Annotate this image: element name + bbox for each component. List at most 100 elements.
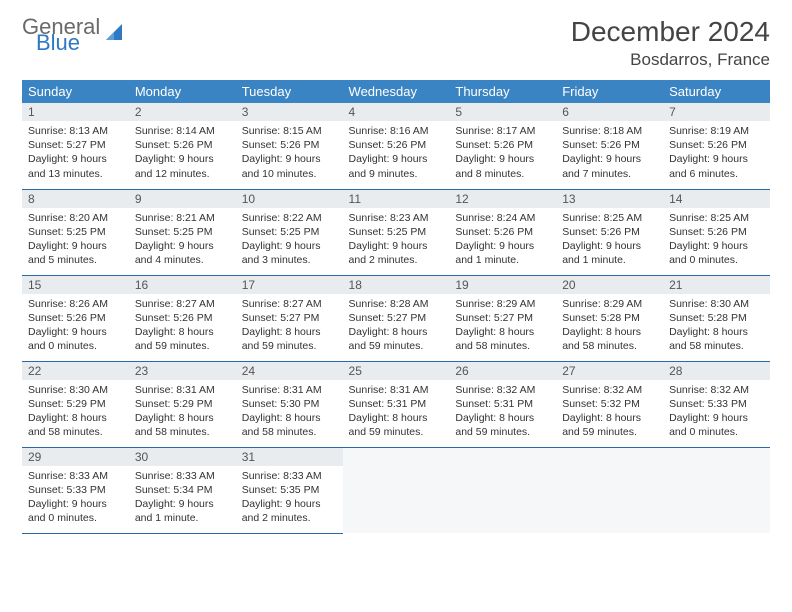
calendar-cell: 4Sunrise: 8:16 AMSunset: 5:26 PMDaylight… [343,103,450,189]
calendar-cell: 17Sunrise: 8:27 AMSunset: 5:27 PMDayligh… [236,275,343,361]
day-details: Sunrise: 8:16 AMSunset: 5:26 PMDaylight:… [343,121,450,187]
calendar-cell: 18Sunrise: 8:28 AMSunset: 5:27 PMDayligh… [343,275,450,361]
day-number: 1 [22,103,129,121]
calendar-cell: 13Sunrise: 8:25 AMSunset: 5:26 PMDayligh… [556,189,663,275]
day-number: 30 [129,448,236,466]
day-number: 5 [449,103,556,121]
day-details: Sunrise: 8:29 AMSunset: 5:28 PMDaylight:… [556,294,663,360]
calendar-cell: 12Sunrise: 8:24 AMSunset: 5:26 PMDayligh… [449,189,556,275]
day-details: Sunrise: 8:26 AMSunset: 5:26 PMDaylight:… [22,294,129,360]
day-details: Sunrise: 8:32 AMSunset: 5:33 PMDaylight:… [663,380,770,446]
calendar-cell: 26Sunrise: 8:32 AMSunset: 5:31 PMDayligh… [449,361,556,447]
title-block: December 2024 Bosdarros, France [571,16,770,70]
calendar-cell: 21Sunrise: 8:30 AMSunset: 5:28 PMDayligh… [663,275,770,361]
day-details: Sunrise: 8:20 AMSunset: 5:25 PMDaylight:… [22,208,129,274]
day-number: 9 [129,190,236,208]
calendar-cell: 20Sunrise: 8:29 AMSunset: 5:28 PMDayligh… [556,275,663,361]
day-number: 4 [343,103,450,121]
day-details: Sunrise: 8:23 AMSunset: 5:25 PMDaylight:… [343,208,450,274]
calendar-cell: 30Sunrise: 8:33 AMSunset: 5:34 PMDayligh… [129,447,236,533]
calendar-table: SundayMondayTuesdayWednesdayThursdayFrid… [22,80,770,534]
day-details: Sunrise: 8:14 AMSunset: 5:26 PMDaylight:… [129,121,236,187]
location: Bosdarros, France [571,50,770,70]
day-details: Sunrise: 8:33 AMSunset: 5:33 PMDaylight:… [22,466,129,532]
day-details: Sunrise: 8:30 AMSunset: 5:29 PMDaylight:… [22,380,129,446]
day-number: 23 [129,362,236,380]
calendar-cell: 22Sunrise: 8:30 AMSunset: 5:29 PMDayligh… [22,361,129,447]
day-details: Sunrise: 8:32 AMSunset: 5:31 PMDaylight:… [449,380,556,446]
day-details: Sunrise: 8:31 AMSunset: 5:30 PMDaylight:… [236,380,343,446]
weekday-header: Friday [556,80,663,103]
day-number: 21 [663,276,770,294]
day-number: 16 [129,276,236,294]
calendar-row: 15Sunrise: 8:26 AMSunset: 5:26 PMDayligh… [22,275,770,361]
calendar-cell: 10Sunrise: 8:22 AMSunset: 5:25 PMDayligh… [236,189,343,275]
calendar-cell: 19Sunrise: 8:29 AMSunset: 5:27 PMDayligh… [449,275,556,361]
day-details: Sunrise: 8:25 AMSunset: 5:26 PMDaylight:… [556,208,663,274]
day-number: 25 [343,362,450,380]
calendar-body: 1Sunrise: 8:13 AMSunset: 5:27 PMDaylight… [22,103,770,533]
day-details: Sunrise: 8:24 AMSunset: 5:26 PMDaylight:… [449,208,556,274]
day-details: Sunrise: 8:31 AMSunset: 5:31 PMDaylight:… [343,380,450,446]
day-number: 27 [556,362,663,380]
calendar-cell: 11Sunrise: 8:23 AMSunset: 5:25 PMDayligh… [343,189,450,275]
calendar-cell: 3Sunrise: 8:15 AMSunset: 5:26 PMDaylight… [236,103,343,189]
day-number: 19 [449,276,556,294]
calendar-cell: 6Sunrise: 8:18 AMSunset: 5:26 PMDaylight… [556,103,663,189]
day-number: 31 [236,448,343,466]
day-number: 20 [556,276,663,294]
day-number: 7 [663,103,770,121]
calendar-cell: 5Sunrise: 8:17 AMSunset: 5:26 PMDaylight… [449,103,556,189]
weekday-header: Sunday [22,80,129,103]
day-details: Sunrise: 8:22 AMSunset: 5:25 PMDaylight:… [236,208,343,274]
calendar-row: 29Sunrise: 8:33 AMSunset: 5:33 PMDayligh… [22,447,770,533]
day-number: 29 [22,448,129,466]
calendar-head: SundayMondayTuesdayWednesdayThursdayFrid… [22,80,770,103]
day-details: Sunrise: 8:13 AMSunset: 5:27 PMDaylight:… [22,121,129,187]
day-number: 24 [236,362,343,380]
day-details: Sunrise: 8:30 AMSunset: 5:28 PMDaylight:… [663,294,770,360]
calendar-cell: 7Sunrise: 8:19 AMSunset: 5:26 PMDaylight… [663,103,770,189]
calendar-cell: 14Sunrise: 8:25 AMSunset: 5:26 PMDayligh… [663,189,770,275]
calendar-cell: 31Sunrise: 8:33 AMSunset: 5:35 PMDayligh… [236,447,343,533]
weekday-header: Tuesday [236,80,343,103]
calendar-cell: 23Sunrise: 8:31 AMSunset: 5:29 PMDayligh… [129,361,236,447]
weekday-header: Thursday [449,80,556,103]
day-details: Sunrise: 8:33 AMSunset: 5:34 PMDaylight:… [129,466,236,532]
brand-blue: Blue [36,32,100,54]
brand-logo: General Blue [22,16,126,54]
day-details: Sunrise: 8:17 AMSunset: 5:26 PMDaylight:… [449,121,556,187]
day-number: 26 [449,362,556,380]
calendar-cell: 29Sunrise: 8:33 AMSunset: 5:33 PMDayligh… [22,447,129,533]
day-details: Sunrise: 8:28 AMSunset: 5:27 PMDaylight:… [343,294,450,360]
weekday-header: Wednesday [343,80,450,103]
day-details: Sunrise: 8:32 AMSunset: 5:32 PMDaylight:… [556,380,663,446]
day-details: Sunrise: 8:15 AMSunset: 5:26 PMDaylight:… [236,121,343,187]
day-details: Sunrise: 8:18 AMSunset: 5:26 PMDaylight:… [556,121,663,187]
day-number: 15 [22,276,129,294]
calendar-cell: 28Sunrise: 8:32 AMSunset: 5:33 PMDayligh… [663,361,770,447]
day-details: Sunrise: 8:33 AMSunset: 5:35 PMDaylight:… [236,466,343,532]
day-number: 14 [663,190,770,208]
day-number: 28 [663,362,770,380]
calendar-cell: .. [449,447,556,533]
calendar-cell: 2Sunrise: 8:14 AMSunset: 5:26 PMDaylight… [129,103,236,189]
calendar-cell: 27Sunrise: 8:32 AMSunset: 5:32 PMDayligh… [556,361,663,447]
month-title: December 2024 [571,16,770,48]
calendar-row: 8Sunrise: 8:20 AMSunset: 5:25 PMDaylight… [22,189,770,275]
day-number: 10 [236,190,343,208]
calendar-cell: .. [343,447,450,533]
calendar-cell: 8Sunrise: 8:20 AMSunset: 5:25 PMDaylight… [22,189,129,275]
calendar-cell: 1Sunrise: 8:13 AMSunset: 5:27 PMDaylight… [22,103,129,189]
day-details: Sunrise: 8:31 AMSunset: 5:29 PMDaylight:… [129,380,236,446]
day-number: 17 [236,276,343,294]
page-header: General Blue December 2024 Bosdarros, Fr… [22,16,770,70]
calendar-cell: 15Sunrise: 8:26 AMSunset: 5:26 PMDayligh… [22,275,129,361]
calendar-cell: .. [663,447,770,533]
day-details: Sunrise: 8:29 AMSunset: 5:27 PMDaylight:… [449,294,556,360]
day-number: 12 [449,190,556,208]
day-number: 11 [343,190,450,208]
calendar-row: 22Sunrise: 8:30 AMSunset: 5:29 PMDayligh… [22,361,770,447]
day-details: Sunrise: 8:21 AMSunset: 5:25 PMDaylight:… [129,208,236,274]
day-details: Sunrise: 8:27 AMSunset: 5:26 PMDaylight:… [129,294,236,360]
